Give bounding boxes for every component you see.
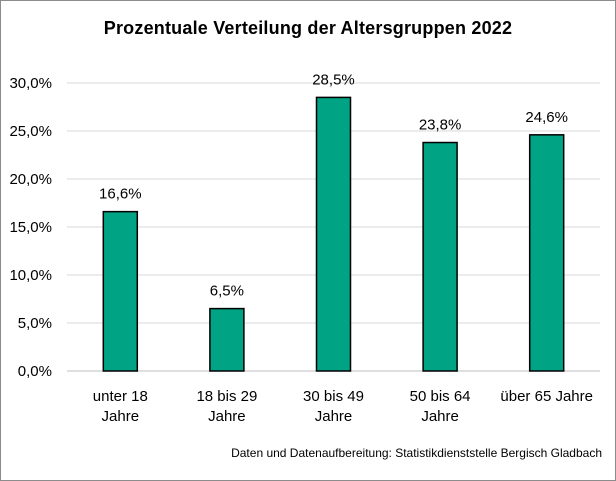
chart-title: Prozentuale Verteilung der Altersgruppen… (103, 18, 513, 38)
y-tick-label: 30,0% (9, 75, 52, 92)
x-tick-label: 50 bis 64 (410, 388, 471, 405)
bar (102, 210, 139, 372)
y-tick-label: 25,0% (9, 123, 52, 140)
data-label: 6,5% (210, 283, 244, 300)
bar (528, 134, 565, 372)
bar (315, 96, 352, 372)
x-tick-label: unter 18 (93, 388, 148, 405)
data-label: 16,6% (99, 186, 142, 203)
x-tick-label: Jahre (102, 408, 140, 425)
y-tick-label: 0,0% (18, 363, 52, 380)
x-tick-label: über 65 Jahre (500, 388, 593, 405)
y-tick-label: 15,0% (9, 219, 52, 236)
data-label: 24,6% (525, 109, 568, 126)
x-tick-label: Jahre (421, 408, 459, 425)
y-tick-label: 10,0% (9, 267, 52, 284)
x-tick-label: 18 bis 29 (196, 388, 257, 405)
y-tick-label: 5,0% (18, 315, 52, 332)
x-tick-label: Jahre (208, 408, 246, 425)
y-tick-label: 20,0% (9, 171, 52, 188)
source-note: Daten und Datenaufbereitung: Statistikdi… (231, 446, 602, 460)
x-tick-label: 30 bis 49 (303, 388, 364, 405)
bar (209, 307, 245, 372)
data-label: 23,8% (419, 117, 462, 134)
bar (422, 141, 458, 372)
x-tick-label: Jahre (315, 408, 353, 425)
data-label: 28,5% (312, 71, 355, 88)
